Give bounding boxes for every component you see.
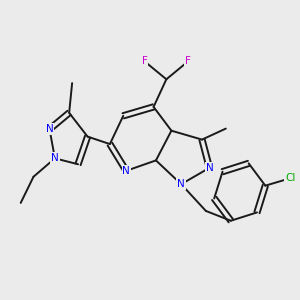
Text: N: N	[206, 163, 213, 173]
Text: F: F	[185, 56, 191, 66]
Text: N: N	[46, 124, 53, 134]
Text: Cl: Cl	[285, 173, 296, 183]
Text: N: N	[51, 153, 59, 163]
Text: N: N	[177, 179, 185, 189]
Text: F: F	[142, 56, 148, 66]
Text: N: N	[122, 166, 130, 176]
